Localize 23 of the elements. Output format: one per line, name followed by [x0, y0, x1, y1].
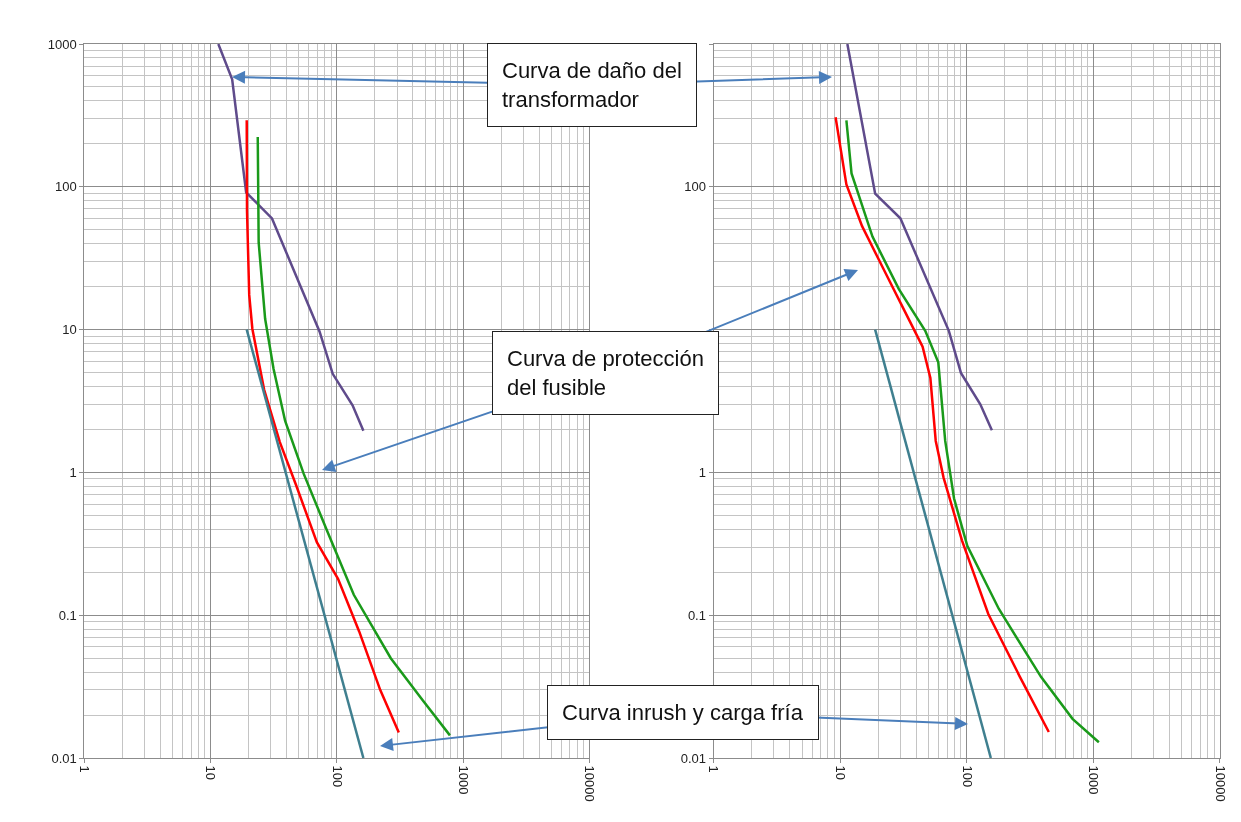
y-tick-label: 0.1: [58, 607, 77, 623]
x-tick-label: 1000: [1086, 765, 1102, 795]
x-tick-label: 100: [329, 765, 345, 788]
x-tick-label: 1000: [455, 765, 471, 795]
annotation: Curva de daño del transformador: [502, 58, 682, 112]
x-tick-label: 10000: [582, 765, 598, 802]
annotation: Curva de protección del fusible: [507, 346, 704, 400]
y-tick-label: 100: [55, 179, 77, 195]
y-tick-label: 0.01: [51, 750, 77, 766]
y-tick-label: 1: [698, 464, 706, 480]
y-tick-label: 100: [684, 179, 706, 195]
x-tick-label: 100: [959, 765, 975, 788]
y-tick-label: 1: [69, 464, 77, 480]
x-tick-label: 1: [77, 765, 93, 773]
x-tick-label: 10: [832, 765, 848, 781]
x-tick-label: 1: [706, 765, 722, 773]
x-tick-label: 10000: [1212, 765, 1228, 802]
y-tick-label: 0.01: [680, 750, 706, 766]
y-tick-label: 0.1: [687, 607, 706, 623]
y-tick-label: 10: [62, 322, 77, 338]
annotation: Curva inrush y carga fría: [562, 700, 804, 725]
x-tick-label: 10: [203, 765, 219, 781]
y-tick-label: 1000: [47, 36, 77, 52]
